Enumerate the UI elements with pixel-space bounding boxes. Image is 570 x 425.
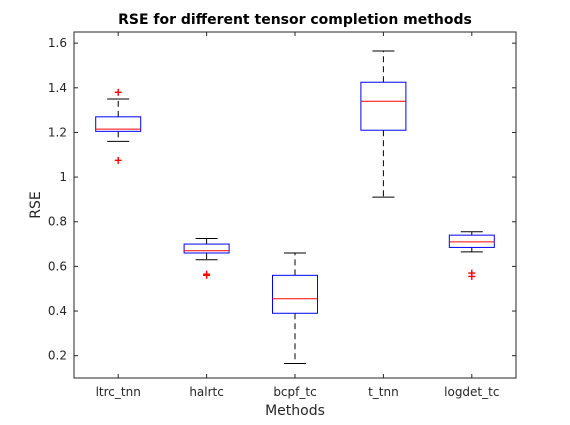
chart-title: RSE for different tensor completion meth… — [118, 12, 472, 28]
y-tick-label: 0.2 — [48, 349, 67, 363]
y-tick-label: 0.4 — [48, 304, 67, 318]
box-group-bcpf_tc — [272, 252, 318, 364]
x-tick-label-halrtc: halrtc — [189, 385, 224, 399]
x-tick-label-t_tnn: t_tnn — [368, 385, 399, 399]
axes-frame — [73, 31, 517, 379]
x-ticks-layer: ltrc_tnn halrtc bcpf_tc t_tnn logdet_tc — [96, 32, 499, 399]
box-iqr — [272, 274, 318, 314]
box-group-ltrc_tnn — [95, 88, 142, 164]
y-tick-label: 1.4 — [48, 81, 67, 95]
y-tick-label: 1 — [59, 170, 67, 184]
x-tick-label-bcpf_tc: bcpf_tc — [273, 385, 316, 399]
y-ticks-layer: 0.2 0.4 0.6 0.8 1 1.2 1.4 1.6 — [48, 36, 516, 363]
y-tick-label: 1.6 — [48, 36, 67, 50]
box-iqr — [360, 81, 407, 131]
outlier-point — [114, 88, 122, 96]
y-axis-label: RSE — [28, 191, 44, 218]
box-iqr — [183, 243, 230, 254]
box-group-t_tnn — [360, 50, 407, 198]
outlier-point — [114, 156, 122, 164]
outlier-point — [468, 272, 476, 280]
y-tick-label: 0.6 — [48, 259, 67, 273]
box-iqr — [448, 234, 495, 248]
y-tick-label: 1.2 — [48, 125, 67, 139]
x-axis-label: Methods — [265, 403, 325, 419]
outlier-point — [203, 271, 211, 279]
box-group-halrtc — [183, 237, 230, 279]
boxes-layer — [95, 50, 495, 364]
x-tick-label-logdet_tc: logdet_tc — [444, 385, 499, 399]
box-iqr — [95, 116, 142, 132]
y-tick-label: 0.8 — [48, 215, 67, 229]
box-group-logdet_tc — [448, 231, 495, 280]
x-tick-label-ltrc_tnn: ltrc_tnn — [96, 385, 141, 399]
